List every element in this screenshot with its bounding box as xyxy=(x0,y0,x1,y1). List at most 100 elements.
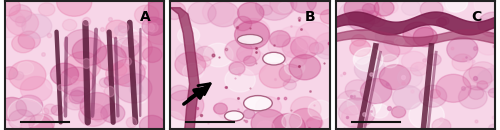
Circle shape xyxy=(438,17,449,25)
Circle shape xyxy=(13,71,24,80)
Circle shape xyxy=(99,78,112,87)
Circle shape xyxy=(436,74,471,102)
Circle shape xyxy=(309,43,324,54)
Circle shape xyxy=(29,114,54,130)
Circle shape xyxy=(101,104,125,123)
Circle shape xyxy=(374,0,394,16)
Circle shape xyxy=(69,91,86,104)
Circle shape xyxy=(238,2,264,23)
Circle shape xyxy=(106,63,133,85)
Circle shape xyxy=(409,101,444,130)
Circle shape xyxy=(463,67,492,90)
Circle shape xyxy=(38,3,55,16)
Circle shape xyxy=(251,109,286,130)
Circle shape xyxy=(306,116,323,129)
Circle shape xyxy=(140,24,154,36)
Circle shape xyxy=(64,30,101,59)
Circle shape xyxy=(436,18,446,26)
Circle shape xyxy=(285,50,306,67)
Circle shape xyxy=(0,0,20,16)
Circle shape xyxy=(51,105,64,115)
Circle shape xyxy=(18,31,40,49)
Circle shape xyxy=(308,100,332,119)
Circle shape xyxy=(315,40,338,59)
Circle shape xyxy=(345,80,370,100)
Circle shape xyxy=(94,45,126,71)
Circle shape xyxy=(323,99,358,128)
Circle shape xyxy=(432,119,451,130)
Circle shape xyxy=(284,60,305,76)
Circle shape xyxy=(278,2,291,13)
Circle shape xyxy=(111,59,145,86)
Circle shape xyxy=(268,35,296,57)
Circle shape xyxy=(348,10,374,31)
Circle shape xyxy=(374,41,400,62)
Circle shape xyxy=(468,87,483,99)
Ellipse shape xyxy=(224,111,244,121)
Circle shape xyxy=(142,17,165,35)
Circle shape xyxy=(476,69,500,93)
Circle shape xyxy=(178,27,200,44)
Text: B: B xyxy=(305,10,316,24)
Circle shape xyxy=(354,52,370,64)
Circle shape xyxy=(188,1,216,24)
Circle shape xyxy=(118,28,140,46)
Circle shape xyxy=(279,64,302,83)
Circle shape xyxy=(140,115,165,130)
Circle shape xyxy=(364,11,381,24)
Circle shape xyxy=(225,68,256,92)
Circle shape xyxy=(229,62,245,75)
Circle shape xyxy=(176,42,204,65)
Circle shape xyxy=(62,19,77,31)
Circle shape xyxy=(342,106,370,128)
Circle shape xyxy=(20,76,52,102)
Circle shape xyxy=(290,97,321,121)
Circle shape xyxy=(382,0,398,14)
Circle shape xyxy=(8,99,44,127)
Circle shape xyxy=(402,0,421,15)
Circle shape xyxy=(130,84,143,95)
Circle shape xyxy=(121,36,152,61)
Circle shape xyxy=(270,31,290,47)
Circle shape xyxy=(398,68,422,88)
Circle shape xyxy=(182,63,204,80)
Circle shape xyxy=(272,113,305,130)
Circle shape xyxy=(0,9,26,38)
Circle shape xyxy=(410,62,428,76)
Circle shape xyxy=(21,115,53,130)
Circle shape xyxy=(290,108,322,130)
Circle shape xyxy=(447,37,478,62)
Circle shape xyxy=(360,79,392,104)
Circle shape xyxy=(384,30,414,54)
Circle shape xyxy=(354,57,385,81)
Circle shape xyxy=(362,4,376,14)
Circle shape xyxy=(71,87,90,102)
Circle shape xyxy=(403,22,434,46)
Circle shape xyxy=(69,82,105,111)
Text: C: C xyxy=(471,10,481,24)
Circle shape xyxy=(214,103,228,114)
Circle shape xyxy=(114,26,127,36)
Circle shape xyxy=(8,110,35,130)
Circle shape xyxy=(20,121,36,130)
Circle shape xyxy=(354,48,383,72)
Circle shape xyxy=(80,93,114,120)
Circle shape xyxy=(244,109,255,119)
Circle shape xyxy=(50,63,78,86)
Circle shape xyxy=(392,106,406,118)
Circle shape xyxy=(72,38,106,65)
Circle shape xyxy=(2,67,18,79)
Ellipse shape xyxy=(244,96,272,111)
Circle shape xyxy=(289,55,320,80)
Circle shape xyxy=(166,90,204,120)
Circle shape xyxy=(208,2,239,27)
Circle shape xyxy=(106,20,128,38)
Polygon shape xyxy=(170,8,199,129)
Circle shape xyxy=(22,14,52,38)
Circle shape xyxy=(419,85,446,107)
Circle shape xyxy=(244,56,256,66)
Circle shape xyxy=(134,5,159,25)
Text: A: A xyxy=(140,10,150,24)
Circle shape xyxy=(270,0,297,15)
Circle shape xyxy=(9,5,32,23)
